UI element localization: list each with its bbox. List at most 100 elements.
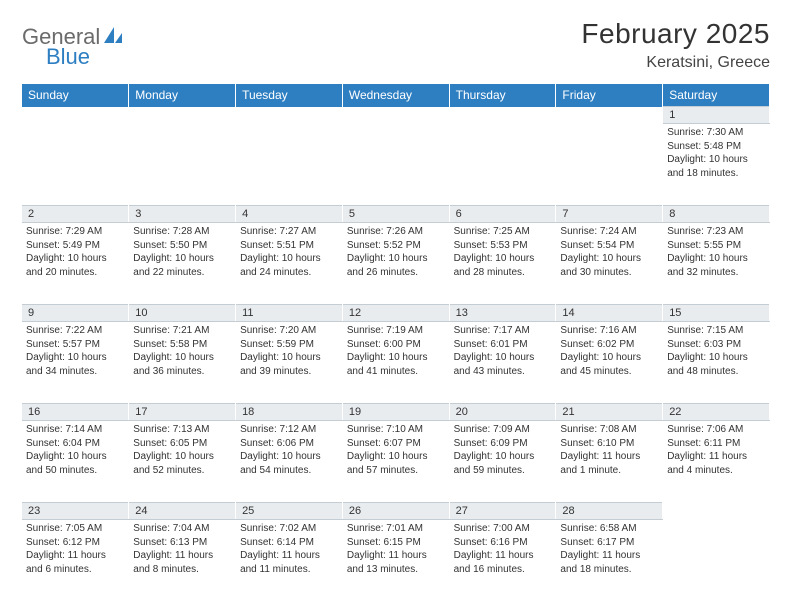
daylight-line: Daylight: 10 hours and 54 minutes. [240,450,338,477]
daynum-row: 9101112131415 [22,305,770,322]
sunset-line: Sunset: 5:49 PM [26,239,124,253]
day-number [449,107,556,124]
calendar-page: General Blue February 2025 Keratsini, Gr… [0,0,792,602]
calendar-table: Sunday Monday Tuesday Wednesday Thursday… [22,84,770,602]
header: General Blue February 2025 Keratsini, Gr… [22,18,770,72]
sunset-line: Sunset: 5:54 PM [560,239,658,253]
dayname-row: Sunday Monday Tuesday Wednesday Thursday… [22,84,770,107]
daylight-line: Daylight: 10 hours and 20 minutes. [26,252,124,279]
daylight-line: Daylight: 10 hours and 48 minutes. [667,351,765,378]
sunrise-line: Sunrise: 7:01 AM [347,522,445,536]
sunset-line: Sunset: 6:12 PM [26,536,124,550]
daylight-line: Daylight: 11 hours and 6 minutes. [26,549,124,576]
sunset-line: Sunset: 6:02 PM [560,338,658,352]
sunset-line: Sunset: 6:04 PM [26,437,124,451]
sunrise-line: Sunrise: 7:04 AM [133,522,231,536]
day-cell: Sunrise: 7:12 AMSunset: 6:06 PMDaylight:… [236,421,343,503]
sunset-line: Sunset: 5:53 PM [454,239,552,253]
day-cell: Sunrise: 7:19 AMSunset: 6:00 PMDaylight:… [342,322,449,404]
day-number: 11 [236,305,343,322]
brand-logo: General Blue [22,18,124,50]
day-cell: Sunrise: 7:23 AMSunset: 5:55 PMDaylight:… [663,223,770,305]
sunrise-line: Sunrise: 7:29 AM [26,225,124,239]
day-cell: Sunrise: 7:27 AMSunset: 5:51 PMDaylight:… [236,223,343,305]
day-number: 19 [342,404,449,421]
day-cell: Sunrise: 7:16 AMSunset: 6:02 PMDaylight:… [556,322,663,404]
daylight-line: Daylight: 10 hours and 32 minutes. [667,252,765,279]
day-number: 28 [556,503,663,520]
sunset-line: Sunset: 6:17 PM [560,536,658,550]
daylight-line: Daylight: 10 hours and 41 minutes. [347,351,445,378]
content-row: Sunrise: 7:30 AMSunset: 5:48 PMDaylight:… [22,124,770,206]
sunrise-line: Sunrise: 7:13 AM [133,423,231,437]
sunset-line: Sunset: 5:58 PM [133,338,231,352]
day-cell [556,124,663,206]
daylight-line: Daylight: 10 hours and 18 minutes. [667,153,765,180]
title-block: February 2025 Keratsini, Greece [581,18,770,72]
daylight-line: Daylight: 11 hours and 16 minutes. [454,549,552,576]
day-cell [663,520,770,602]
sunrise-line: Sunrise: 7:08 AM [560,423,658,437]
daylight-line: Daylight: 11 hours and 18 minutes. [560,549,658,576]
sunset-line: Sunset: 6:09 PM [454,437,552,451]
sunset-line: Sunset: 6:00 PM [347,338,445,352]
content-row: Sunrise: 7:14 AMSunset: 6:04 PM Daylight:… [22,421,770,503]
day-cell: Sunrise: 7:10 AMSunset: 6:07 PMDaylight:… [342,421,449,503]
location-label: Keratsini, Greece [581,54,770,72]
sunrise-line: Sunrise: 7:22 AM [26,324,124,338]
daylight-line: Daylight: 10 hours and 52 minutes. [133,450,231,477]
daylight-line: Daylight: 10 hours and 24 minutes. [240,252,338,279]
content-row: Sunrise: 7:05 AMSunset: 6:12 PMDaylight:… [22,520,770,602]
day-cell: Sunrise: 7:04 AMSunset: 6:13 PMDaylight:… [129,520,236,602]
daylight-line: Daylight: 10 hours and 22 minutes. [133,252,231,279]
sunset-line: Sunset: 6:01 PM [454,338,552,352]
sunrise-line: Sunrise: 7:15 AM [667,324,765,338]
month-title: February 2025 [581,18,770,50]
daylight-line: Daylight: 10 hours and 43 minutes. [454,351,552,378]
sunrise-line: Sunrise: 7:00 AM [454,522,552,536]
day-number: 22 [663,404,770,421]
daylight-line: Daylight: 11 hours and 13 minutes. [347,549,445,576]
day-number: 15 [663,305,770,322]
sunset-line: Sunset: 6:11 PM [667,437,765,451]
day-cell [236,124,343,206]
day-number: 13 [449,305,556,322]
sunrise-line: Sunrise: 7:12 AM [240,423,338,437]
sunrise-line: Sunrise: 7:25 AM [454,225,552,239]
daylight-line: Daylight: 10 hours and 28 minutes. [454,252,552,279]
daylight-line: Daylight: 10 hours and 59 minutes. [454,450,552,477]
daynum-row: 1 [22,107,770,124]
day-number: 16 [22,404,129,421]
day-cell: Sunrise: 7:02 AMSunset: 6:14 PMDaylight:… [236,520,343,602]
day-number: 24 [129,503,236,520]
sunset-line: Sunset: 6:06 PM [240,437,338,451]
sunrise-line: Sunrise: 7:23 AM [667,225,765,239]
day-number: 7 [556,206,663,223]
day-cell: Sunrise: 7:06 AMSunset: 6:11 PMDaylight:… [663,421,770,503]
day-cell [342,124,449,206]
daylight-line: Daylight: 11 hours and 8 minutes. [133,549,231,576]
daynum-row: 2345678 [22,206,770,223]
sunrise-line: Sunrise: 7:02 AM [240,522,338,536]
day-number: 27 [449,503,556,520]
sunset-line: Sunset: 5:55 PM [667,239,765,253]
daynum-row: 232425262728 [22,503,770,520]
sunset-line: Sunset: 5:51 PM [240,239,338,253]
dayname: Thursday [449,84,556,107]
daylight-line: Daylight: 10 hours and 57 minutes. [347,450,445,477]
sunset-line: Sunset: 6:10 PM [560,437,658,451]
daylight-line: Daylight: 10 hours and 39 minutes. [240,351,338,378]
sunrise-line: Sunrise: 7:14 AM [26,423,124,437]
sunset-line: Sunset: 6:16 PM [454,536,552,550]
sunrise-line: Sunrise: 7:16 AM [560,324,658,338]
sunset-line: Sunset: 6:07 PM [347,437,445,451]
day-number [129,107,236,124]
dayname: Wednesday [342,84,449,107]
sunrise-line: Sunrise: 7:06 AM [667,423,765,437]
sunset-line: Sunset: 6:05 PM [133,437,231,451]
day-number: 8 [663,206,770,223]
day-number [556,107,663,124]
day-cell: Sunrise: 7:14 AMSunset: 6:04 PMDaylight:… [22,421,129,503]
sunrise-line: Sunrise: 7:24 AM [560,225,658,239]
dayname: Friday [556,84,663,107]
